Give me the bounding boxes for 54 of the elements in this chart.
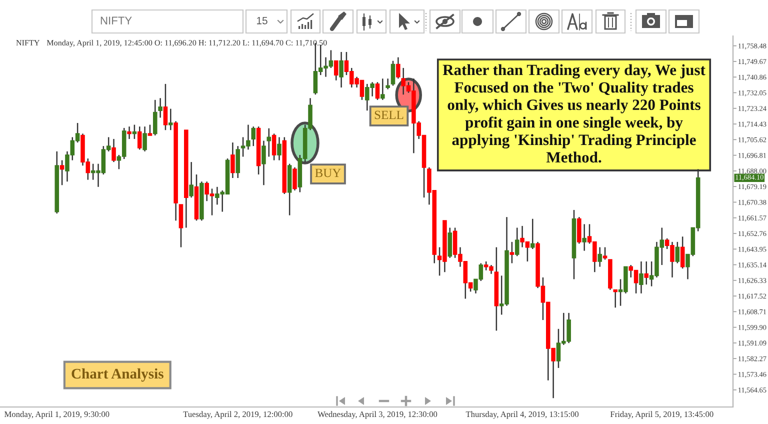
candlestick — [112, 138, 116, 163]
candlestick — [380, 78, 385, 101]
annotation: SELL — [374, 110, 404, 120]
candlestick — [148, 124, 152, 136]
candlestick — [236, 145, 240, 179]
text: NIFTY — [100, 16, 132, 24]
candlestick — [510, 241, 514, 264]
candlestick — [251, 126, 256, 147]
annotation: BUY — [315, 168, 341, 178]
candlestick — [375, 82, 380, 101]
candlestick — [277, 136, 282, 161]
candlestick — [292, 166, 297, 192]
candlestick — [230, 142, 235, 179]
candlestick — [598, 246, 602, 268]
candlestick — [530, 218, 535, 250]
text: 15 — [257, 17, 268, 24]
x-tick-label: Wednesday, April 3, 2019, 12:30:00 — [318, 411, 438, 419]
candlestick — [266, 128, 272, 158]
candlestick — [334, 60, 338, 82]
candlestick — [163, 83, 168, 131]
candlestick — [386, 78, 390, 90]
candlestick — [675, 241, 680, 264]
candlestick — [137, 126, 142, 150]
candlestick — [60, 160, 64, 186]
candlestick — [448, 227, 452, 259]
candlestick — [514, 227, 520, 257]
candlestick — [602, 246, 608, 260]
candlestick — [127, 126, 132, 140]
candlestick — [396, 56, 400, 80]
candlestick — [178, 204, 184, 248]
annotation: Chart Analysis — [72, 368, 164, 382]
candlestick — [613, 289, 618, 308]
candlestick — [168, 108, 173, 131]
candlestick — [644, 260, 649, 286]
x-tick-label: Tuesday, April 2, 2019, 12:00:00 — [183, 411, 292, 419]
candlestick — [262, 140, 266, 186]
candlestick — [152, 99, 158, 136]
candlestick — [390, 60, 396, 86]
candlestick — [339, 51, 344, 88]
candlestick — [158, 98, 162, 118]
x-tick-label: Monday, April 1, 2019, 9:30:00 — [4, 411, 110, 419]
annotation: Rather than Trading every day, We just Focused on the 'Two' Quality trades only, which Gives us nearly 220 Points profit gain in one single week, by applying 'Kinship' Trading Principle Method. — [442, 64, 706, 163]
candlestick — [639, 260, 644, 294]
chart-title: NIFTY — [16, 40, 40, 46]
chart-subtitle: Monday, April 1, 2019, 12:45:00 O: 11,696.20 H: 11,712.20 L: 11,694.70 C: 11,710.50 — [46, 40, 327, 48]
candlestick — [189, 161, 194, 198]
x-tick-label: Friday, April 5, 2019, 13:45:00 — [610, 411, 714, 419]
x-tick-label: Thursday, April 4, 2019, 13:15:00 — [466, 411, 579, 419]
candlestick — [577, 216, 582, 244]
candlestick — [142, 126, 147, 152]
candlestick — [272, 133, 276, 161]
candlestick — [582, 224, 586, 252]
candlestick — [680, 236, 685, 270]
candlestick — [132, 124, 137, 140]
